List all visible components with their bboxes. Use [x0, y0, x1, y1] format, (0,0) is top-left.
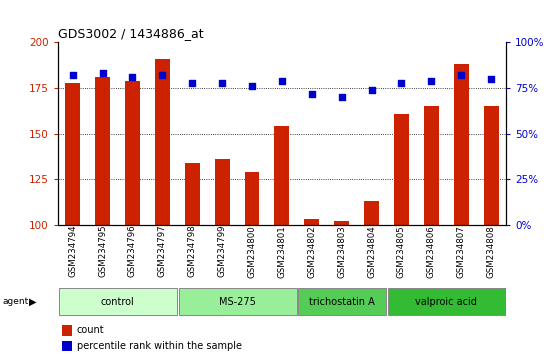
Point: [218, 80, 227, 85]
Bar: [334, 221, 349, 225]
Point: [158, 73, 167, 78]
Text: GSM234808: GSM234808: [487, 225, 496, 278]
Text: ▶: ▶: [29, 297, 36, 307]
Point: [456, 73, 465, 78]
Bar: [95, 77, 110, 225]
Point: [397, 80, 406, 85]
Text: GSM234805: GSM234805: [397, 225, 406, 278]
Text: GSM234795: GSM234795: [98, 225, 107, 278]
Text: GSM234806: GSM234806: [427, 225, 436, 278]
Text: GSM234797: GSM234797: [158, 225, 167, 278]
Text: GSM234807: GSM234807: [456, 225, 466, 278]
Text: GSM234794: GSM234794: [68, 225, 77, 278]
Text: GDS3002 / 1434886_at: GDS3002 / 1434886_at: [58, 27, 204, 40]
Bar: [274, 126, 289, 225]
Bar: [483, 106, 498, 225]
Point: [277, 78, 286, 84]
Point: [487, 76, 496, 82]
Bar: [424, 106, 439, 225]
Bar: [304, 219, 319, 225]
Text: control: control: [101, 297, 134, 307]
Text: count: count: [76, 325, 104, 336]
Text: GSM234804: GSM234804: [367, 225, 376, 278]
Bar: [65, 82, 80, 225]
Bar: [364, 201, 379, 225]
Text: agent: agent: [3, 297, 29, 306]
Point: [68, 73, 77, 78]
Point: [98, 71, 107, 76]
Bar: [62, 325, 72, 336]
Text: MS-275: MS-275: [218, 297, 256, 307]
Point: [427, 78, 436, 84]
Text: GSM234803: GSM234803: [337, 225, 346, 278]
Bar: [59, 288, 177, 315]
Bar: [214, 159, 229, 225]
Point: [248, 84, 256, 89]
Bar: [454, 64, 469, 225]
Bar: [394, 114, 409, 225]
Bar: [298, 288, 387, 315]
Text: GSM234798: GSM234798: [188, 225, 197, 278]
Point: [367, 87, 376, 93]
Point: [128, 74, 137, 80]
Bar: [125, 81, 140, 225]
Bar: [245, 172, 260, 225]
Text: GSM234801: GSM234801: [277, 225, 287, 278]
Text: trichostatin A: trichostatin A: [309, 297, 375, 307]
Bar: [155, 59, 170, 225]
Text: GSM234802: GSM234802: [307, 225, 316, 278]
Text: percentile rank within the sample: percentile rank within the sample: [76, 341, 241, 350]
Point: [188, 80, 196, 85]
Bar: [179, 288, 297, 315]
Bar: [185, 163, 200, 225]
Text: GSM234796: GSM234796: [128, 225, 137, 278]
Point: [307, 91, 316, 96]
Text: valproic acid: valproic acid: [415, 297, 477, 307]
Point: [337, 94, 346, 100]
Bar: [388, 288, 506, 315]
Bar: [62, 341, 72, 350]
Text: GSM234799: GSM234799: [218, 225, 227, 277]
Text: GSM234800: GSM234800: [248, 225, 256, 278]
